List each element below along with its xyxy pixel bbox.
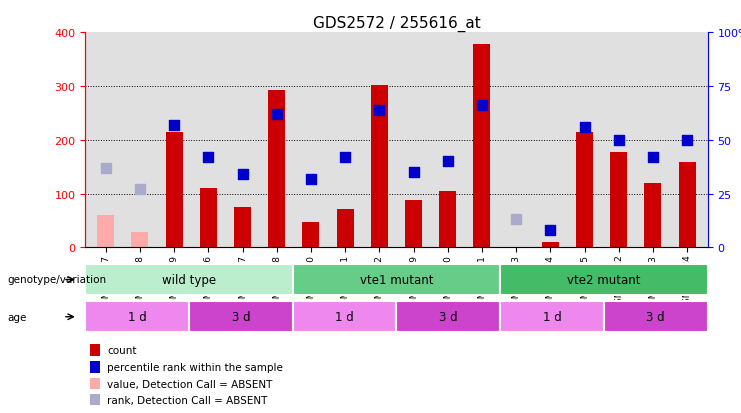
Point [511,216,522,223]
Point [373,107,385,114]
Point [236,171,248,178]
Bar [85,301,189,332]
Bar [189,301,293,332]
Point [339,154,351,161]
Bar [405,201,422,248]
Bar [542,242,559,248]
Point [134,187,146,193]
Bar [90,344,101,356]
Bar [610,152,628,248]
Bar [679,163,696,248]
Bar [90,394,101,406]
Title: GDS2572 / 255616_at: GDS2572 / 255616_at [313,16,480,32]
Text: count: count [107,346,136,356]
Text: 1 d: 1 d [127,311,147,323]
Text: 3 d: 3 d [439,311,458,323]
Bar [165,132,183,248]
Point [647,154,659,161]
Point [442,159,453,165]
Point [613,137,625,144]
Bar [645,183,662,248]
Text: 1 d: 1 d [335,311,354,323]
Point [168,122,180,129]
Bar [293,264,500,295]
Text: percentile rank within the sample: percentile rank within the sample [107,362,283,372]
Point [681,137,693,144]
Point [270,112,282,118]
Bar [97,216,114,248]
Text: 3 d: 3 d [231,311,250,323]
Bar [302,222,319,248]
Text: 1 d: 1 d [542,311,562,323]
Bar [604,301,708,332]
Bar [576,132,593,248]
Bar [268,91,285,248]
Bar [131,233,148,248]
Bar [85,264,293,295]
Bar [500,301,604,332]
Text: vte1 mutant: vte1 mutant [359,273,433,286]
Point [545,227,556,234]
Bar [200,189,217,248]
Point [579,124,591,131]
Point [476,103,488,109]
Point [305,176,317,183]
Bar [90,361,101,373]
Text: 3 d: 3 d [646,311,665,323]
Text: vte2 mutant: vte2 mutant [567,273,641,286]
Point [100,165,112,172]
Text: value, Detection Call = ABSENT: value, Detection Call = ABSENT [107,379,273,389]
Bar [396,301,500,332]
Bar [234,207,251,248]
Bar [439,191,456,248]
Text: genotype/variation: genotype/variation [7,275,107,285]
Text: age: age [7,312,27,322]
Bar [90,377,101,389]
Bar [336,209,353,248]
Text: wild type: wild type [162,273,216,286]
Point [408,169,419,176]
Bar [500,264,708,295]
Text: rank, Detection Call = ABSENT: rank, Detection Call = ABSENT [107,395,268,405]
Point [202,154,214,161]
Bar [293,301,396,332]
Bar [370,85,388,248]
Bar [473,45,491,248]
